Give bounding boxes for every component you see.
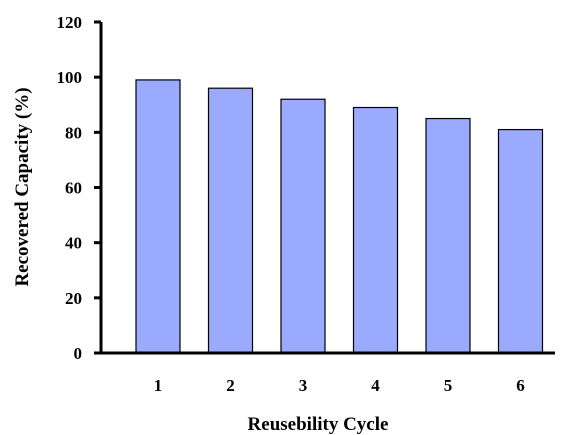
x-tick-label: 1 xyxy=(154,376,163,395)
x-tick-label: 6 xyxy=(516,376,525,395)
bar-cycle-1 xyxy=(135,79,181,354)
y-tick-label: 0 xyxy=(74,344,83,363)
x-tick-label: 3 xyxy=(299,376,308,395)
bar-cycle-4 xyxy=(352,106,399,354)
y-tick-label: 120 xyxy=(57,13,83,32)
y-tick-label: 100 xyxy=(57,68,83,87)
y-tick-label: 40 xyxy=(65,234,82,253)
y-tick-label: 20 xyxy=(65,289,82,308)
x-tick-label: 5 xyxy=(444,376,453,395)
y-axis-title: Recovered Capacity (%) xyxy=(12,87,33,286)
x-tick-label: 2 xyxy=(226,376,235,395)
y-tick-label: 60 xyxy=(65,179,82,198)
y-tick-label: 80 xyxy=(65,123,82,142)
x-axis-title: Reusebility Cycle xyxy=(248,414,389,435)
bar-cycle-5 xyxy=(425,117,471,354)
bar-cycle-6 xyxy=(497,128,544,354)
bar-cycle-3 xyxy=(280,98,326,354)
bars-layer xyxy=(135,79,544,354)
x-tick-label: 4 xyxy=(371,376,380,395)
x-axis-ticks: 1 2 3 4 5 6 xyxy=(154,376,525,395)
y-axis-ticks: 0 20 40 60 80 100 120 xyxy=(57,13,101,363)
bar-cycle-2 xyxy=(207,87,254,354)
